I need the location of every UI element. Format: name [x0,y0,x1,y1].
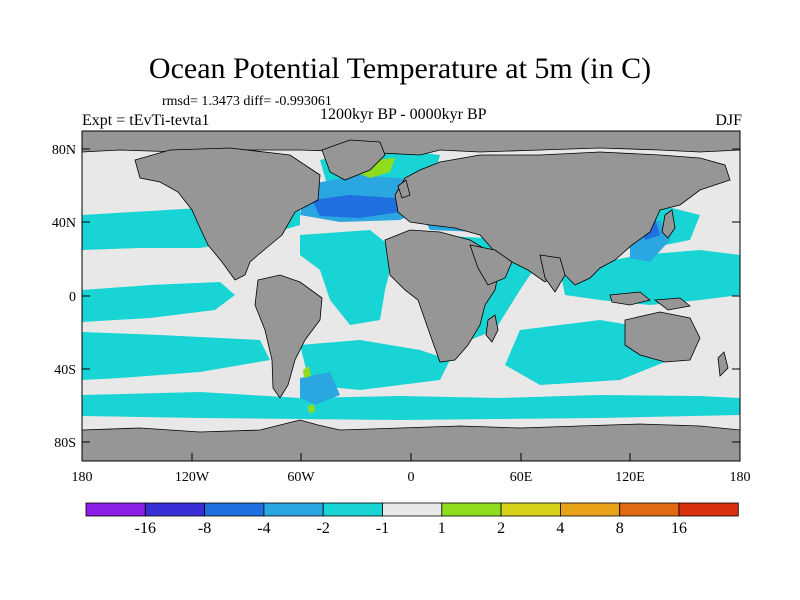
legend-label: 1 [438,520,446,537]
legend-label: 4 [556,520,564,537]
color-legend: -16 -8 -4 -2 -1 1 2 4 8 16 [85,502,739,537]
legend-label: -1 [376,520,389,537]
stats-text: rmsd= 1.3473 diff= -0.993061 [162,94,332,109]
legend-swatch [322,502,383,517]
y-tick-label: 40N [52,216,76,231]
legend-swatch [678,502,739,517]
legend-label: -4 [257,520,270,537]
legend-swatch [382,502,443,517]
legend-swatch [144,502,206,517]
x-tick-label: 60E [510,470,533,485]
legend-swatch [441,502,502,517]
y-tick-label: 40S [54,363,76,378]
y-tick-label: 80N [52,143,76,158]
y-tick-label: 0 [69,290,76,305]
experiment-label: Expt = tEvTi-tevta1 [82,112,210,129]
land-masses [82,131,740,461]
legend-swatch [560,502,621,517]
x-tick-label: 120W [175,470,210,485]
map-title: Ocean Potential Temperature at 5m (in C) [148,52,652,85]
legend-label: 8 [616,520,624,537]
y-tick-marks [82,148,740,443]
x-tick-label: 180 [72,470,93,485]
y-tick-label: 80S [54,436,76,451]
legend-swatch [500,502,561,517]
legend-label: 2 [497,520,505,537]
legend-label: -2 [317,520,330,537]
x-tick-label: 180 [730,470,751,485]
legend-swatch [204,502,265,517]
map-field [82,131,740,461]
x-tick-label: 0 [408,470,415,485]
x-tick-label: 60W [287,470,315,485]
x-tick-label: 120E [615,470,645,485]
legend-label: 16 [671,520,687,537]
legend-label: -8 [198,520,211,537]
x-tick-marks [81,453,741,461]
legend-swatch [263,502,324,517]
period-label: 1200kyr BP - 0000kyr BP [320,106,487,123]
legend-label: -16 [135,520,156,537]
legend-swatch [85,502,146,517]
season-label: DJF [715,112,742,129]
legend-swatch [619,502,680,517]
warm-patches [303,158,395,413]
